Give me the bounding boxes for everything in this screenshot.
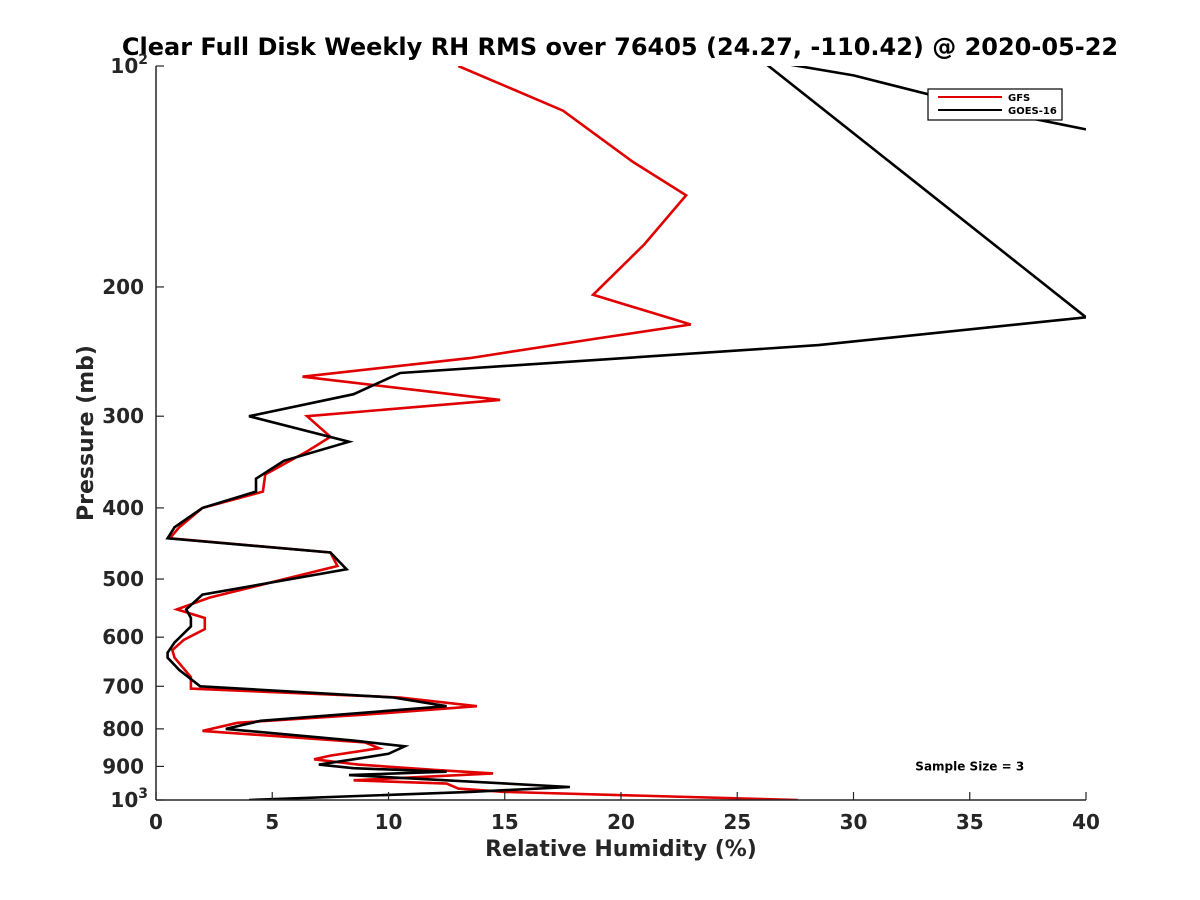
y-tick-label: 400 bbox=[102, 496, 144, 520]
y-tick-label-exponent: 2 bbox=[138, 52, 148, 68]
x-tick-label: 15 bbox=[491, 810, 519, 834]
y-tick-label: 103 bbox=[110, 786, 148, 812]
x-tick-label: 5 bbox=[265, 810, 279, 834]
x-tick-label: 0 bbox=[149, 810, 163, 834]
x-tick-label: 35 bbox=[956, 810, 984, 834]
y-axis-label: Pressure (mb) bbox=[74, 345, 99, 521]
chart-title: Clear Full Disk Weekly RH RMS over 76405… bbox=[122, 33, 1118, 61]
y-tick-label: 500 bbox=[102, 567, 144, 591]
x-tick-label: 20 bbox=[607, 810, 635, 834]
series-line-goes16 bbox=[165, 66, 1086, 800]
x-tick-label: 10 bbox=[375, 810, 403, 834]
y-tick-label: 200 bbox=[102, 275, 144, 299]
y-tick-label: 600 bbox=[102, 625, 144, 649]
legend-label-gfs: GFS bbox=[1008, 93, 1030, 104]
series-line-gfs bbox=[167, 66, 798, 800]
series-layer bbox=[165, 66, 1086, 800]
legend-box bbox=[927, 88, 1063, 121]
x-tick-label: 30 bbox=[840, 810, 868, 834]
legend: GFS GOES-16 bbox=[927, 88, 1063, 121]
y-tick-label: 900 bbox=[102, 754, 144, 778]
y-tick-label: 102 bbox=[110, 52, 148, 78]
y-tick-label-base: 10 bbox=[110, 788, 138, 812]
y-tick-label: 800 bbox=[102, 717, 144, 741]
legend-label-goes16: GOES-16 bbox=[1008, 106, 1057, 117]
y-tick-label: 700 bbox=[102, 674, 144, 698]
x-tick-label: 40 bbox=[1072, 810, 1100, 834]
sample-size-annotation: Sample Size = 3 bbox=[915, 759, 1024, 773]
y-tick-label: 300 bbox=[102, 404, 144, 428]
x-ticks: 0 5 10 15 20 25 30 35 40 bbox=[149, 792, 1100, 834]
x-tick-label: 25 bbox=[723, 810, 751, 834]
y-tick-label-exponent: 3 bbox=[138, 786, 148, 802]
x-axis-label: Relative Humidity (%) bbox=[485, 837, 757, 862]
y-tick-label-base: 10 bbox=[110, 54, 138, 78]
